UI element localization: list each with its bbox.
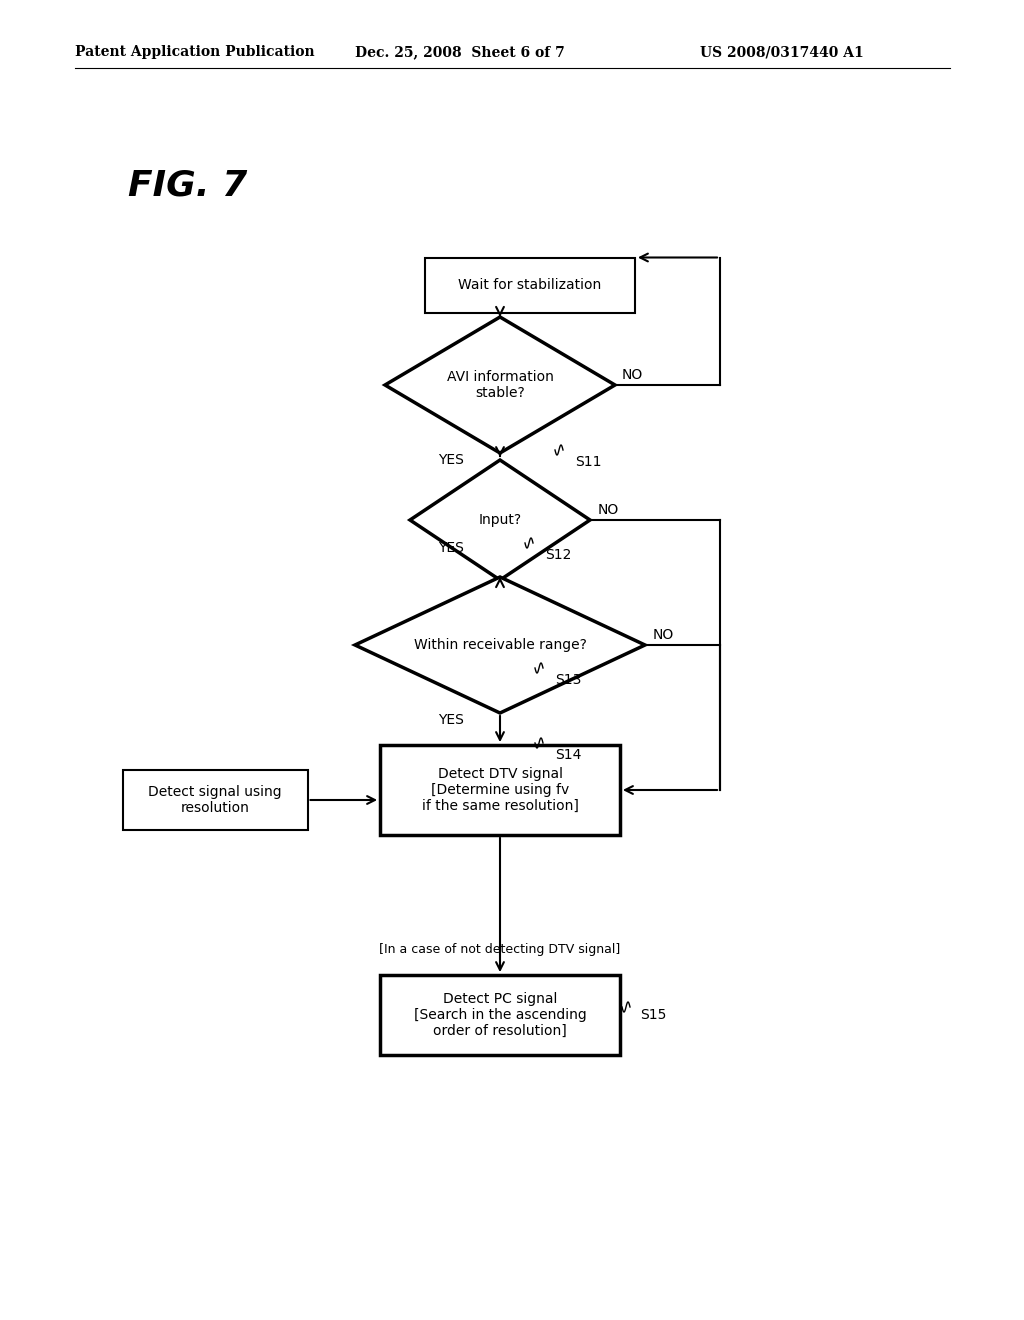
Polygon shape (355, 577, 645, 713)
Text: Within receivable range?: Within receivable range? (414, 638, 587, 652)
Text: Detect DTV signal
[Determine using fv
if the same resolution]: Detect DTV signal [Determine using fv if… (422, 767, 579, 813)
Text: Patent Application Publication: Patent Application Publication (75, 45, 314, 59)
Text: Detect PC signal
[Search in the ascending
order of resolution]: Detect PC signal [Search in the ascendin… (414, 991, 587, 1039)
Text: S14: S14 (555, 748, 582, 762)
Text: YES: YES (438, 541, 464, 554)
Text: Dec. 25, 2008  Sheet 6 of 7: Dec. 25, 2008 Sheet 6 of 7 (355, 45, 565, 59)
Bar (380, 744, 620, 836)
Polygon shape (410, 459, 590, 579)
Text: YES: YES (438, 713, 464, 727)
Text: Wait for stabilization: Wait for stabilization (459, 279, 602, 292)
Text: NO: NO (598, 503, 620, 517)
Text: S11: S11 (575, 455, 601, 469)
Text: AVI information
stable?: AVI information stable? (446, 370, 553, 400)
Text: US 2008/0317440 A1: US 2008/0317440 A1 (700, 45, 864, 59)
Text: NO: NO (622, 368, 643, 381)
Text: FIG. 7: FIG. 7 (128, 168, 247, 202)
Bar (123, 770, 307, 830)
Text: YES: YES (438, 453, 464, 467)
Bar (425, 257, 635, 313)
Polygon shape (385, 317, 615, 453)
Text: Input?: Input? (478, 513, 521, 527)
Text: Detect signal using
resolution: Detect signal using resolution (148, 785, 282, 814)
Text: S12: S12 (545, 548, 571, 562)
Text: S13: S13 (555, 673, 582, 686)
Bar (380, 975, 620, 1055)
Text: S15: S15 (640, 1008, 667, 1022)
Text: [In a case of not detecting DTV signal]: [In a case of not detecting DTV signal] (379, 944, 621, 957)
Text: NO: NO (653, 628, 674, 642)
